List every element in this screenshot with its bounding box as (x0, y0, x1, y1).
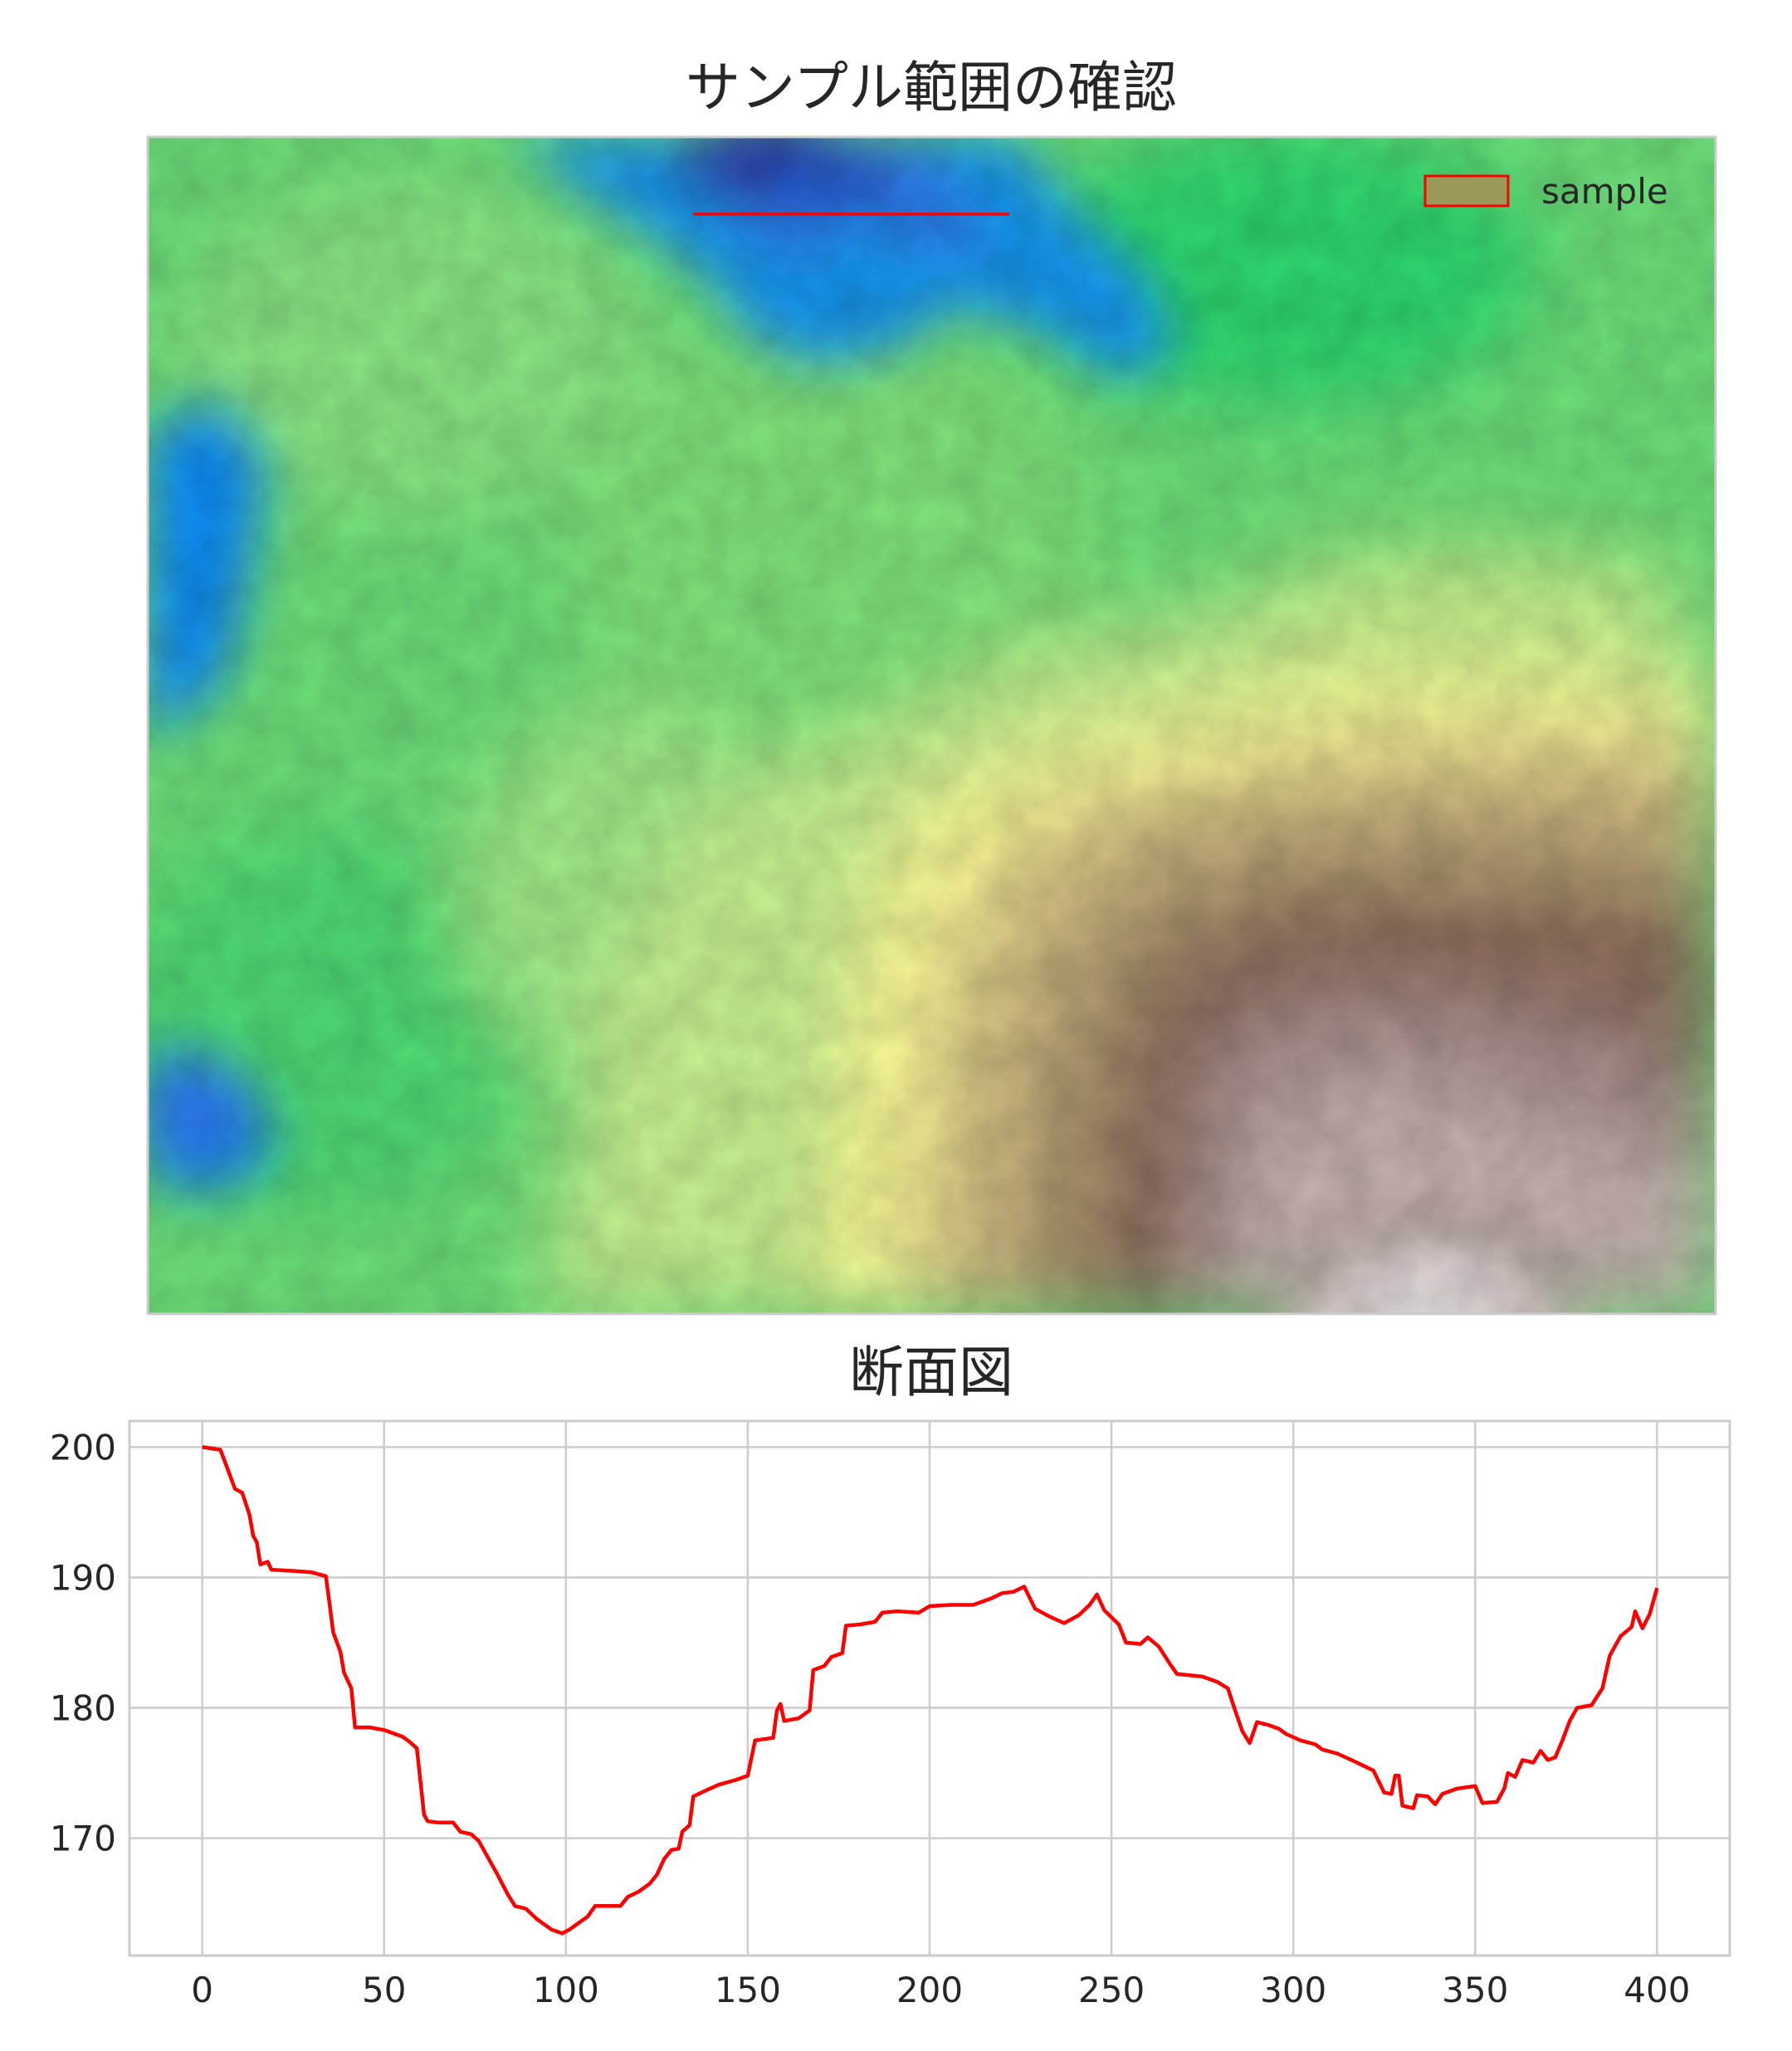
x-tick-label-2: 100 (533, 1970, 599, 2010)
profile-title: 断面図 (849, 1340, 1013, 1404)
x-tick-label-0: 0 (191, 1970, 213, 2010)
y-tick-label-1: 180 (50, 1688, 116, 1729)
terrain-heatmap (148, 137, 1716, 1314)
plot-frame (128, 1419, 1731, 1957)
legend-label-sample: sample (1541, 171, 1668, 212)
map-legend: sample (1423, 171, 1668, 212)
x-tick-label-3: 150 (715, 1970, 781, 2010)
y-tick-label-3: 200 (50, 1427, 116, 1467)
legend-swatch-sample (1423, 174, 1510, 208)
x-tick-label-1: 50 (362, 1970, 406, 2010)
map-title: サンプル範囲の確認 (686, 56, 1177, 120)
y-gridlines (129, 1446, 1730, 1839)
x-tick-label-7: 350 (1442, 1970, 1508, 2010)
y-tick-label-0: 170 (50, 1819, 116, 1859)
profile-plot: 0 50 100 150 200 250 300 350 400 170 180 190 200 (50, 1419, 1731, 2010)
x-tick-label-6: 300 (1260, 1970, 1326, 2010)
x-tick-label-4: 200 (896, 1970, 963, 2010)
y-tick-labels: 170 180 190 200 (50, 1427, 116, 1858)
x-gridlines (201, 1421, 1658, 1956)
x-tick-labels: 0 50 100 150 200 250 300 350 400 (191, 1970, 1690, 2010)
x-tick-label-5: 250 (1078, 1970, 1145, 2010)
x-tick-label-8: 400 (1624, 1970, 1690, 2010)
profile-series-line (202, 1445, 1659, 1936)
y-tick-label-2: 190 (50, 1557, 116, 1598)
map-frame (146, 135, 1717, 1316)
